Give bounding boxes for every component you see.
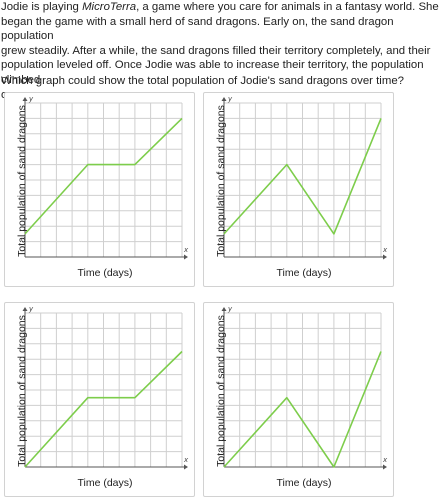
question-line-2: began the game with a small herd of sand… [1, 15, 394, 43]
graph-2-svg: xy [221, 95, 388, 260]
game-title: MicroTerra [82, 1, 137, 13]
question-line-1-start: Jodie is playing [1, 1, 83, 13]
y-axis-letter: y [28, 305, 34, 313]
question-line-1: Jodie is playing MicroTerra, a game wher… [1, 0, 439, 15]
graph-1-svg: xy [22, 95, 189, 260]
question-line-3: grew steadily. After a while, the sand d… [1, 44, 431, 57]
graph-4-x-label: Time (days) [276, 477, 332, 489]
graph-2-y-label: Total population of sand dragons [215, 105, 227, 257]
y-axis-letter: y [227, 95, 233, 103]
graph-3-y-label: Total population of sand dragons [16, 315, 28, 467]
x-axis-arrow-icon [184, 254, 188, 260]
graph-1-y-label: Total population of sand dragons [16, 105, 28, 257]
population-line [223, 351, 382, 468]
y-axis-letter: y [227, 305, 233, 313]
y-axis-arrow-icon [221, 97, 227, 101]
graph-3-svg: xy [22, 305, 189, 470]
question-line-1-end: , a game where you care for animals in a… [136, 1, 439, 13]
graph-4-svg: xy [221, 305, 388, 470]
population-line [24, 350, 183, 468]
y-axis-arrow-icon [22, 307, 28, 311]
x-axis-arrow-icon [184, 464, 188, 470]
graph-4-y-label: Total population of sand dragons [215, 315, 227, 467]
x-axis-letter: x [183, 246, 189, 254]
x-axis-letter: x [183, 456, 189, 464]
y-axis-arrow-icon [221, 307, 227, 311]
y-axis-arrow-icon [22, 97, 28, 101]
question-line-4: population leveled off. Once Jodie was a… [1, 59, 424, 86]
x-axis-letter: x [382, 246, 388, 254]
question-prompt: Which graph could show the total populat… [1, 75, 404, 87]
graph-2-x-label: Time (days) [276, 267, 332, 279]
graph-1-x-label: Time (days) [77, 267, 133, 279]
graph-3-x-label: Time (days) [77, 477, 133, 489]
y-axis-letter: y [28, 95, 34, 103]
population-line [24, 117, 183, 235]
x-axis-letter: x [382, 456, 388, 464]
x-axis-arrow-icon [383, 464, 387, 470]
x-axis-arrow-icon [383, 254, 387, 260]
population-line [223, 118, 382, 235]
